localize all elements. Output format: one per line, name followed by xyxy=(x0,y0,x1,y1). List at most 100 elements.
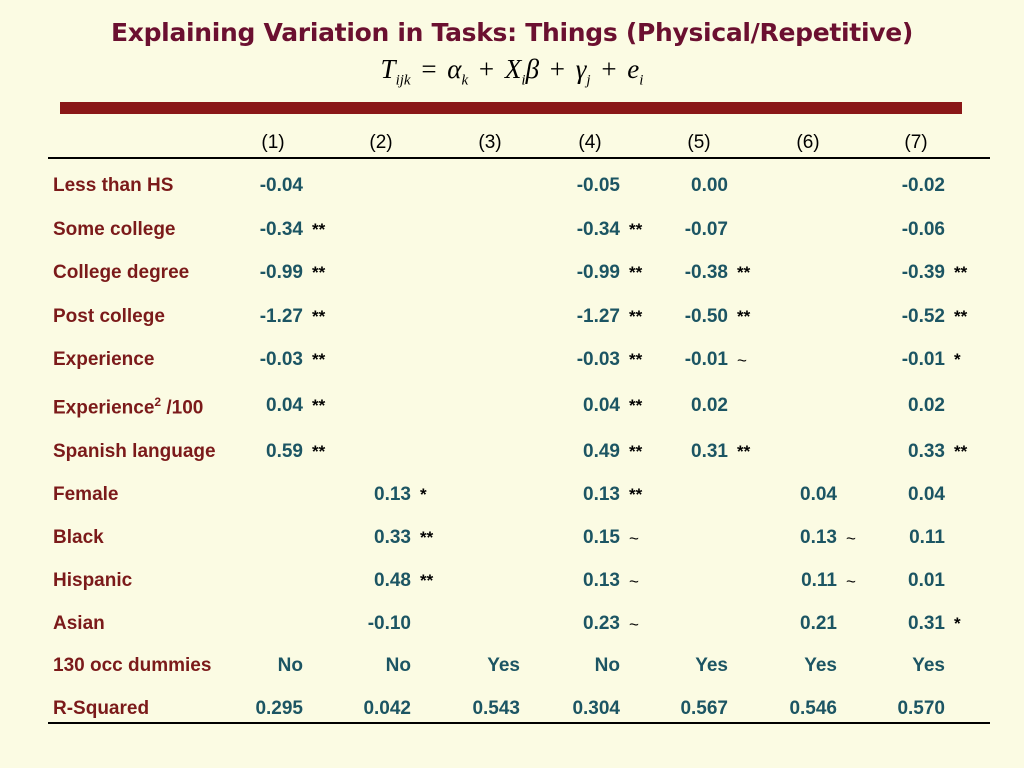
table-cell-value: 0.570 xyxy=(897,698,945,719)
table-cell-value: 0.13 xyxy=(583,570,620,591)
significance-marker: ** xyxy=(312,396,326,415)
table-cell-value: 0.33 xyxy=(374,527,411,548)
table-cell-value: -0.50 xyxy=(684,306,728,327)
row-label: Experience2 /100 xyxy=(53,395,204,419)
table-cell-value: 0.59 xyxy=(266,441,303,462)
significance-marker: ~ xyxy=(846,572,856,591)
table-cell-value: 0.04 xyxy=(908,484,945,505)
significance-marker: ** xyxy=(629,485,643,504)
row-label: Asian xyxy=(53,613,105,634)
row-label: Post college xyxy=(53,306,165,327)
table-cell-value: -0.05 xyxy=(576,175,620,196)
table-cell-value: 0.04 xyxy=(583,395,620,416)
row-label: Hispanic xyxy=(53,570,133,591)
table-cell-value: -0.34 xyxy=(576,219,620,240)
table-cell-value: 0.546 xyxy=(789,698,837,719)
table-cell-value: 0.04 xyxy=(800,484,837,505)
significance-marker: ** xyxy=(737,442,751,461)
significance-marker: ** xyxy=(629,263,643,282)
table-cell-value: 0.31 xyxy=(691,441,728,462)
row-label: 130 occ dummies xyxy=(53,655,212,676)
regression-formula: Tijk = αk + Xiβ + γj + ei xyxy=(380,54,644,89)
header-underline xyxy=(48,157,990,159)
significance-marker: ** xyxy=(954,307,968,326)
table-cell-value: 0.11 xyxy=(909,527,945,548)
table-cell-value: 0.295 xyxy=(255,698,303,719)
significance-marker: ** xyxy=(312,307,326,326)
table-cell-value: 0.01 xyxy=(908,570,945,591)
table-cell-value: 0.31 xyxy=(908,613,945,634)
table-cell-value: 0.13 xyxy=(374,484,411,505)
table-cell-value: 0.13 xyxy=(800,527,837,548)
table-cell-value: 0.02 xyxy=(691,395,728,416)
table-cell-value: 0.15 xyxy=(583,527,620,548)
table-cell-value: 0.042 xyxy=(363,698,411,719)
table-cell-value: 0.21 xyxy=(800,613,837,634)
table-cell-value: 0.48 xyxy=(374,570,411,591)
significance-marker: ** xyxy=(629,396,643,415)
significance-marker: ~ xyxy=(629,529,639,548)
significance-marker: ** xyxy=(629,442,643,461)
row-label: College degree xyxy=(53,262,190,283)
table-cell-value: No xyxy=(277,655,303,676)
table-cell-value: -0.01 xyxy=(901,349,945,370)
significance-marker: ** xyxy=(629,307,643,326)
significance-marker: ** xyxy=(629,350,643,369)
slide-title: Explaining Variation in Tasks: Things (P… xyxy=(110,18,913,47)
significance-marker: ** xyxy=(954,263,968,282)
significance-marker: ~ xyxy=(737,351,747,370)
significance-marker: * xyxy=(954,614,961,633)
table-cell-value: -0.99 xyxy=(259,262,303,283)
row-label: Spanish language xyxy=(53,441,216,462)
row-label: Some college xyxy=(53,219,176,240)
table-cell-value: 0.04 xyxy=(266,395,303,416)
significance-marker: ** xyxy=(420,571,434,590)
table-cell-value: 0.543 xyxy=(472,698,520,719)
column-header: (1) xyxy=(261,132,285,153)
table-cell-value: Yes xyxy=(487,655,520,676)
significance-marker: ** xyxy=(737,263,751,282)
column-header: (4) xyxy=(578,132,602,153)
table-cell-value: -0.52 xyxy=(901,306,945,327)
table-cell-value: -0.03 xyxy=(576,349,620,370)
table-cell-value: Yes xyxy=(912,655,945,676)
significance-marker: ** xyxy=(629,220,643,239)
row-label: Less than HS xyxy=(53,175,174,196)
table-cell-value: -0.03 xyxy=(259,349,303,370)
table-cell-value: -0.01 xyxy=(684,349,728,370)
table-cell-value: -0.10 xyxy=(367,613,411,634)
table-cell-value: -1.27 xyxy=(259,306,303,327)
significance-marker: ~ xyxy=(629,572,639,591)
significance-marker: * xyxy=(420,485,427,504)
significance-marker: ** xyxy=(312,220,326,239)
significance-marker: ** xyxy=(312,263,326,282)
table-cell-value: Yes xyxy=(804,655,837,676)
table-cell-value: -0.07 xyxy=(684,219,728,240)
table-cell-value: -0.99 xyxy=(576,262,620,283)
table-cell-value: 0.13 xyxy=(583,484,620,505)
row-label: R-Squared xyxy=(53,698,150,719)
table-cell-value: -0.39 xyxy=(901,262,945,283)
table-cell-value: Yes xyxy=(695,655,728,676)
column-header: (7) xyxy=(904,132,928,153)
table-cell-value: 0.304 xyxy=(572,698,620,719)
table-cell-value: No xyxy=(594,655,620,676)
table-cell-value: 0.49 xyxy=(583,441,620,462)
significance-marker: ** xyxy=(737,307,751,326)
row-label: Female xyxy=(53,484,119,505)
significance-marker: ~ xyxy=(629,615,639,634)
table-cell-value: -0.02 xyxy=(901,175,945,196)
table-cell-value: -0.34 xyxy=(259,219,303,240)
row-label: Experience xyxy=(53,349,155,370)
column-header: (6) xyxy=(796,132,820,153)
row-label: Black xyxy=(53,527,104,548)
title-divider xyxy=(60,102,962,114)
table-cell-value: -0.06 xyxy=(901,219,945,240)
table-cell-value: -0.38 xyxy=(684,262,728,283)
significance-marker: ** xyxy=(954,442,968,461)
table-cell-value: 0.11 xyxy=(801,570,837,591)
significance-marker: ** xyxy=(420,528,434,547)
column-header: (3) xyxy=(478,132,502,153)
table-cell-value: 0.567 xyxy=(680,698,728,719)
table-cell-value: 0.02 xyxy=(908,395,945,416)
